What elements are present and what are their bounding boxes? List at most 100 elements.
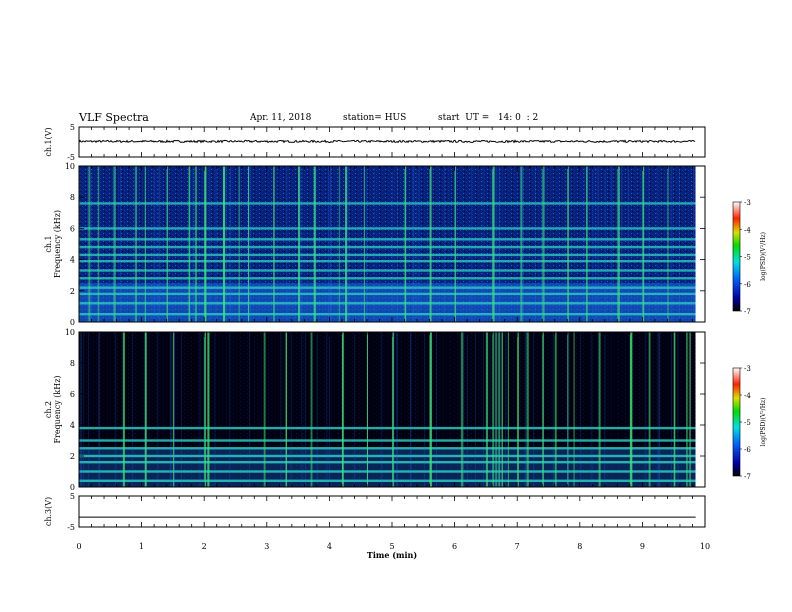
ch2-spectrogram-streak (290, 332, 292, 487)
ch2-spectrogram-spike (204, 332, 206, 487)
ch2-spectrogram-ytick-label: 6 (70, 390, 75, 399)
ch1-spectrogram-spike (313, 166, 316, 322)
ch1-spectrogram-streak (520, 166, 522, 322)
x-tick-label: 9 (640, 542, 645, 551)
ch1-spectrogram-streak (679, 166, 680, 322)
ch1-spectrogram-streak (229, 166, 231, 322)
ch2-spectrogram-streak (396, 332, 398, 487)
x-axis-label: Time (min) (367, 550, 417, 560)
ch2-spectrogram-band (79, 454, 696, 458)
ch2-spectrogram-spike (172, 332, 175, 487)
ch2-spectrogram-ylabel-channel: ch.2 (44, 401, 53, 418)
ch1-spectrogram-spike (238, 166, 240, 322)
ch2-spectrogram-streak (463, 332, 464, 487)
ch1-spectrogram-band (79, 286, 696, 289)
ch1-spectrogram-ytick-label: 8 (70, 193, 75, 202)
ch2-spectrogram-spike (263, 332, 266, 487)
ch2-spectrogram-streak (305, 332, 306, 487)
ch2-spectrogram-spike (629, 332, 633, 487)
ch2-spectrogram-band (79, 479, 696, 482)
colorbar-1 (732, 201, 741, 312)
ch2-spectrogram-spike (485, 332, 489, 487)
ch2-spectrogram-streak (214, 332, 216, 487)
ch1-spectrogram-streak (209, 166, 211, 322)
ch2-spectrogram-streak (248, 332, 250, 487)
ch1-spectrogram-streak (416, 166, 417, 322)
ch1-spectrogram-ylabel-channel: ch.1 (44, 235, 53, 252)
ch2-spectrogram-streak (533, 332, 535, 487)
ch2-spectrogram-spike (567, 332, 569, 487)
ch3-waveform-ytick-label: 5 (70, 492, 75, 501)
ch1-spectrogram-spike (617, 166, 620, 322)
ch1-spectrogram-streak (499, 166, 501, 322)
ch1-spectrogram-streak (250, 166, 252, 322)
ch1-spectrogram-streak (154, 166, 156, 322)
ch1-spectrogram-spike (345, 166, 347, 322)
ch2-spectrogram-streak (671, 332, 672, 487)
ch1-spectrogram-streak (656, 166, 658, 322)
ch2-spectrogram-streak (604, 332, 606, 487)
ch1-spectrogram-streak (286, 166, 288, 322)
ch2-spectrogram-streak (525, 332, 527, 487)
ch2-spectrogram-ytick-label: 4 (70, 421, 75, 430)
ch1-spectrogram-streak (641, 166, 643, 322)
ch1-spectrogram-band (79, 253, 696, 257)
ch2-spectrogram-streak (301, 332, 303, 487)
ch1-spectrogram-streak (87, 166, 88, 322)
ch2-spectrogram-band (79, 426, 696, 430)
ch1-spectrogram-streak (230, 166, 232, 322)
ch2-spectrogram-spike (689, 332, 691, 487)
ch1-spectrogram-streak (397, 166, 398, 322)
ch1-spectrogram-streak (627, 166, 629, 322)
ch1-spectrogram-band (79, 292, 696, 296)
ch3-waveform-ytick-label: -5 (67, 523, 75, 532)
ch2-spectrogram-spike (501, 332, 504, 487)
station-label: station= HUS (343, 113, 407, 123)
ch1-spectrogram-streak (522, 166, 524, 322)
ch1-spectrogram-streak (604, 166, 606, 322)
colorbar-tick-label: -4 (744, 392, 751, 400)
ch1-spectrogram-streak (159, 166, 160, 322)
ch1-spectrogram-streak (248, 166, 250, 322)
ch1-spectrogram-spike (338, 166, 340, 322)
ch2-spectrogram-spike (310, 332, 313, 487)
x-tick-label: 3 (264, 542, 269, 551)
ch1-spectrogram-streak (120, 166, 122, 322)
ch2-spectrogram-streak (505, 332, 507, 487)
ch2-spectrogram-streak (381, 332, 383, 487)
colorbar-label: log(PSD)(V²/Hz) (760, 398, 767, 447)
ch2-spectrogram-ytick-label: 8 (70, 359, 75, 368)
chart-title: VLF Spectra (79, 111, 149, 124)
ch1-spectrogram-spike (667, 166, 669, 322)
ch2-spectrogram-streak (393, 332, 395, 487)
ch1-spectrogram-spike (273, 166, 275, 322)
ch1-spectrogram-streak (366, 166, 368, 322)
ch2-spectrogram-band (79, 461, 696, 464)
x-tick-label: 6 (452, 542, 457, 551)
ch1-spectrogram-band (79, 313, 696, 316)
ch1-spectrogram-streak (491, 166, 493, 322)
ch1-spectrogram-spike (642, 166, 645, 322)
ch1-spectrogram-frame (78, 165, 706, 323)
colorbar-tick-label: -3 (744, 199, 751, 207)
ch2-spectrogram-streak (498, 332, 499, 487)
ch2-spectrogram-streak (500, 332, 502, 487)
ch2-spectrogram-streak (181, 332, 182, 487)
ch1-spectrogram-spike (204, 166, 207, 322)
ch1-spectrogram-band (79, 277, 696, 280)
ch1-spectrogram-streak (482, 166, 484, 322)
ch1-waveform-ylabel: ch.1(V) (44, 127, 53, 156)
ch2-spectrogram-spike (285, 332, 288, 487)
ch1-spectrogram-spike (188, 166, 191, 322)
colorbar-label: log(PSD)(V²/Hz) (760, 232, 767, 281)
ch1-spectrogram-streak (444, 166, 445, 322)
colorbar-tick-label: -6 (744, 446, 751, 454)
ch2-spectrogram-streak (132, 332, 134, 487)
ch2-spectrogram-ytick-label: 0 (70, 483, 75, 492)
ch1-waveform-frame (78, 126, 706, 158)
ch2-spectrogram-spike (492, 332, 495, 487)
ch2-spectrogram-streak (475, 332, 476, 487)
ch1-spectrogram-streak (412, 166, 414, 322)
ch2-spectrogram-streak (83, 332, 85, 487)
ch2-spectrogram-streak (99, 332, 100, 487)
